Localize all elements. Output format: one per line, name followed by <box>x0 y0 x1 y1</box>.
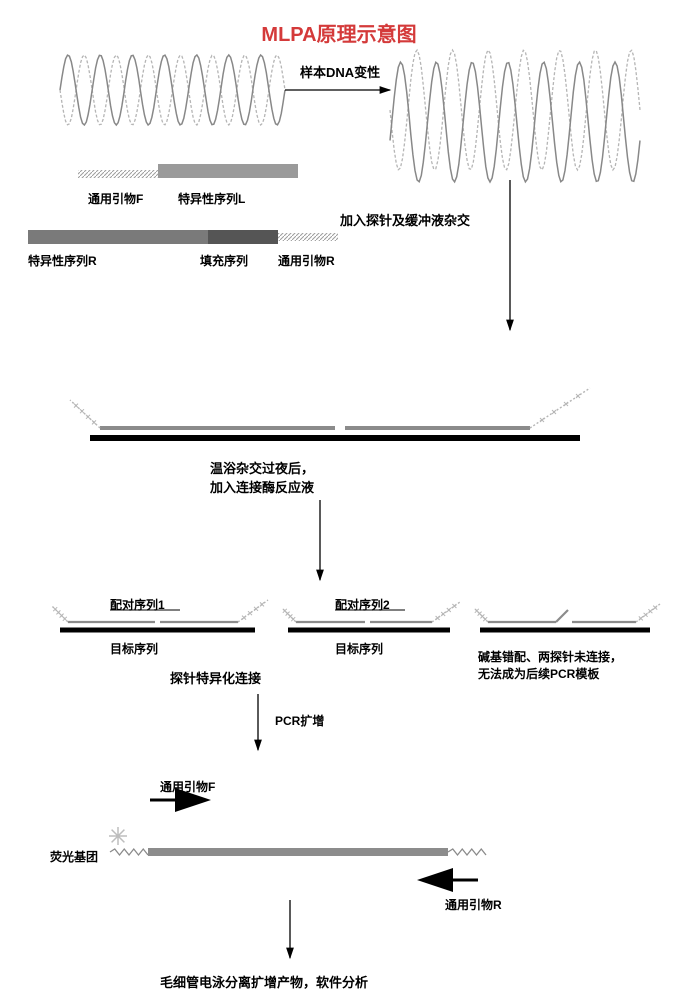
label-incubate-line2: 加入连接酶反应液 <box>210 480 314 495</box>
label-fluorophore: 荧光基团 <box>50 848 98 865</box>
primerF-hatch <box>78 170 158 178</box>
mlpa-diagram: MLPA原理示意图 <box>0 0 678 1000</box>
label-pair1: 配对序列1 <box>110 596 165 613</box>
label-pcr: PCR扩增 <box>275 712 324 729</box>
label-ligation: 探针特异化连接 <box>170 668 261 687</box>
label-primerR-bottom: 通用引物R <box>445 896 502 913</box>
specific-seq-R-bar <box>28 230 208 244</box>
diagram-svg <box>0 0 678 1000</box>
mismatch-complex <box>474 604 660 630</box>
label-mismatch-line2: 无法成为后续PCR模板 <box>478 667 599 681</box>
label-fill: 填充序列 <box>200 252 248 269</box>
label-target2: 目标序列 <box>335 640 383 657</box>
hybridization-complex <box>70 388 590 438</box>
label-target1: 目标序列 <box>110 640 158 657</box>
label-primerF: 通用引物F <box>88 190 143 207</box>
label-denature: 样本DNA变性 <box>300 62 380 81</box>
dna-helix-right <box>390 50 640 182</box>
primerR-hatch <box>278 233 338 241</box>
label-primerR-top: 通用引物R <box>278 252 335 269</box>
label-incubate: 温浴杂交过夜后， 加入连接酶反应液 <box>210 458 314 496</box>
specific-seq-L-bar <box>158 164 298 178</box>
label-pair2: 配对序列2 <box>335 596 390 613</box>
label-add-probe: 加入探针及缓冲液杂交 <box>340 210 470 229</box>
label-electrophoresis: 毛细管电泳分离扩增产物，软件分析 <box>160 972 368 991</box>
fill-seq-bar <box>208 230 278 244</box>
label-primerF-bottom: 通用引物F <box>160 778 215 795</box>
label-specR: 特异性序列R <box>28 252 97 269</box>
label-mismatch: 碱基错配、两探针未连接， 无法成为后续PCR模板 <box>478 648 622 682</box>
label-mismatch-line1: 碱基错配、两探针未连接， <box>478 650 622 664</box>
label-specL: 特异性序列L <box>178 190 245 207</box>
dna-helix-left <box>60 55 285 125</box>
label-incubate-line1: 温浴杂交过夜后， <box>210 461 314 476</box>
amplicon <box>109 800 486 880</box>
